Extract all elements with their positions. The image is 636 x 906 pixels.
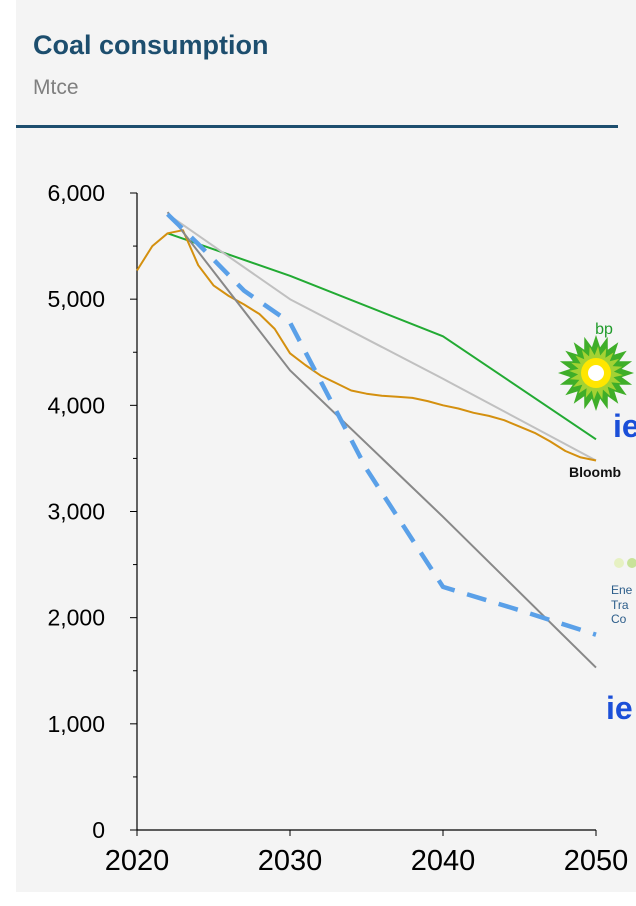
y-tick-label: 6,000 <box>47 180 105 206</box>
source-logos: bp ie Bloomb Ene Tra Co ie <box>558 321 636 726</box>
etc-line-3: Co <box>611 612 627 626</box>
etc-line-1: Ene <box>611 583 633 597</box>
title-divider <box>16 125 618 128</box>
chart-panel: Coal consumption Mtce <box>16 0 636 892</box>
iea-logo-1: ie <box>613 408 636 444</box>
chart-title: Coal consumption <box>33 30 269 60</box>
bloomberg-logo: Bloomb <box>569 464 621 480</box>
bp-logo: bp <box>558 321 634 411</box>
bp-helios-icon <box>558 335 634 411</box>
bp-logo-text: bp <box>595 321 613 338</box>
etc-dot-1-icon <box>614 558 624 568</box>
etc-dot-2-icon <box>627 558 636 568</box>
y-tick-label: 5,000 <box>47 286 105 312</box>
chart-axes: 0 1,000 2,000 3,000 4,000 5,000 6,000 2020 2030 2… <box>47 180 628 877</box>
y-tick-label: 1,000 <box>47 711 105 737</box>
iea-logo-2: ie <box>606 690 633 726</box>
series-line-2 <box>167 213 597 462</box>
energy-transitions-commission-logo: Ene Tra Co <box>611 558 636 626</box>
y-tick-label: 2,000 <box>47 605 105 631</box>
chart-unit-label: Mtce <box>33 76 79 99</box>
x-tick-label: 2040 <box>411 845 476 877</box>
x-tick-label: 2050 <box>564 845 629 877</box>
etc-line-2: Tra <box>611 598 629 612</box>
series-line-5 <box>166 212 597 637</box>
y-tick-label: 4,000 <box>47 392 105 418</box>
series-line-4 <box>166 211 597 669</box>
y-tick-label: 0 <box>92 817 105 843</box>
x-tick-label: 2030 <box>258 845 323 877</box>
y-tick-label: 3,000 <box>47 499 105 525</box>
x-tick-label: 2020 <box>105 845 170 877</box>
series-line-3 <box>136 229 597 462</box>
series-layer <box>136 211 597 669</box>
bp-center-icon <box>588 365 604 381</box>
series-line-1 <box>167 232 597 441</box>
